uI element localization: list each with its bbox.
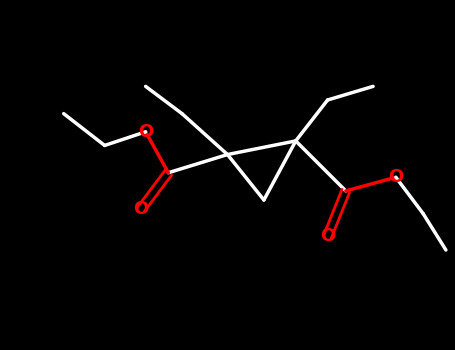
Text: O: O [388, 168, 404, 186]
Text: O: O [138, 123, 153, 141]
Text: O: O [133, 200, 149, 218]
Text: O: O [320, 228, 335, 245]
